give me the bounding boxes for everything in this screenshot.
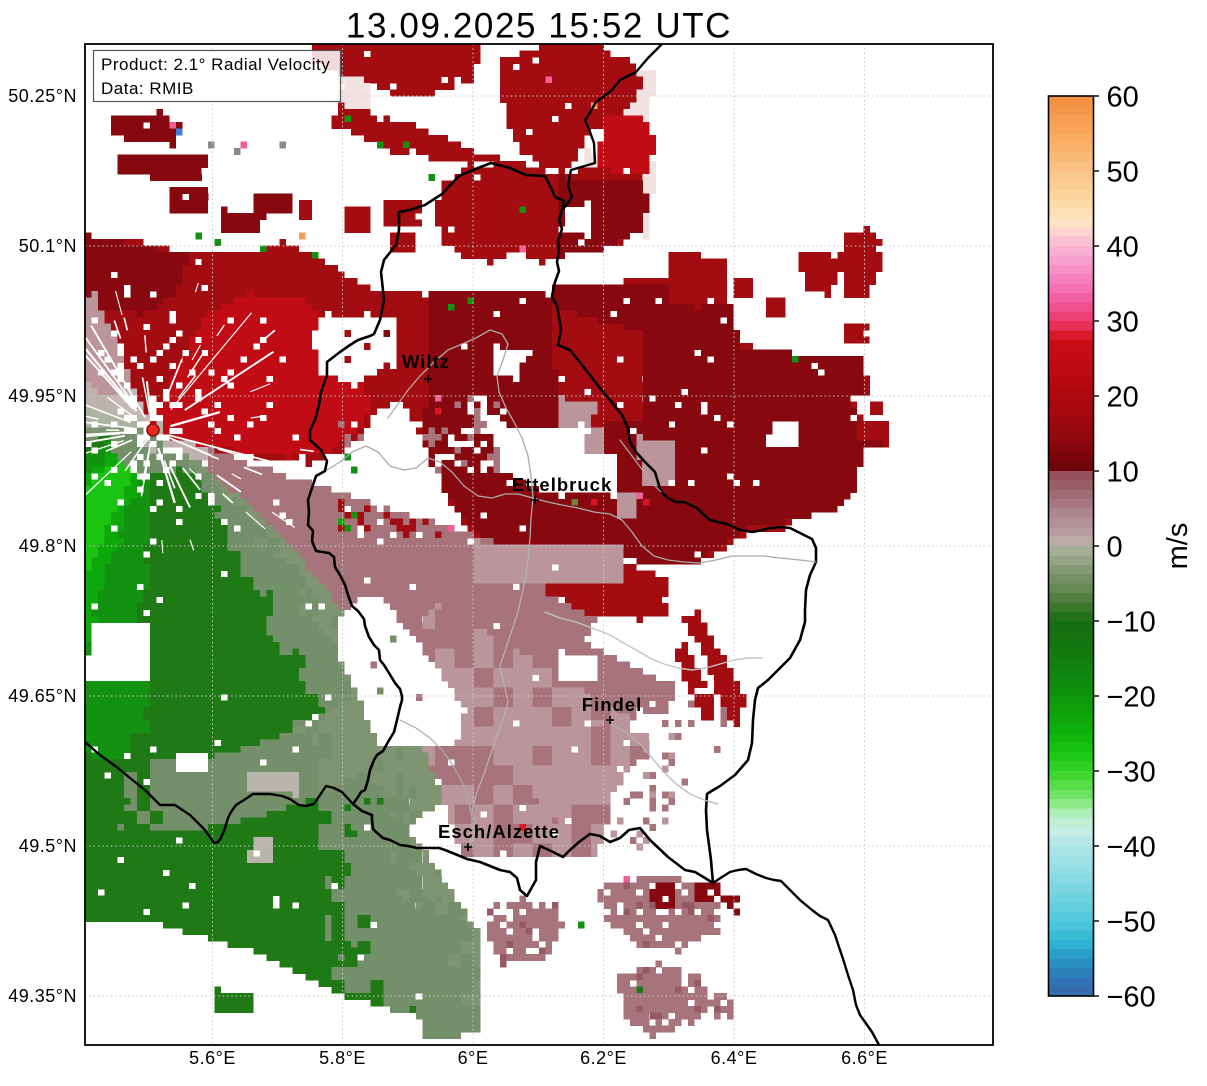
svg-text:6.4°E: 6.4°E xyxy=(711,1048,758,1068)
svg-text:6°E: 6°E xyxy=(458,1048,489,1068)
svg-text:5.8°E: 5.8°E xyxy=(319,1048,366,1068)
svg-text:49.35°N: 49.35°N xyxy=(8,986,77,1006)
svg-text:30: 30 xyxy=(1107,307,1139,339)
svg-text:6.2°E: 6.2°E xyxy=(580,1048,627,1068)
svg-text:60: 60 xyxy=(1107,82,1139,114)
svg-text:Product: 2.1° Radial Velocity: Product: 2.1° Radial Velocity xyxy=(101,55,330,74)
svg-text:−40: −40 xyxy=(1107,832,1156,864)
svg-text:0: 0 xyxy=(1107,532,1123,564)
svg-text:50.1°N: 50.1°N xyxy=(19,236,77,256)
svg-text:m/s: m/s xyxy=(1162,523,1194,570)
svg-text:Data: RMIB: Data: RMIB xyxy=(101,79,194,98)
svg-text:Esch/Alzette: Esch/Alzette xyxy=(438,821,560,842)
svg-text:Ettelbruck: Ettelbruck xyxy=(512,474,612,495)
svg-text:49.8°N: 49.8°N xyxy=(19,536,77,556)
svg-text:49.95°N: 49.95°N xyxy=(8,386,77,406)
svg-text:13.09.2025 15:52 UTC: 13.09.2025 15:52 UTC xyxy=(346,7,732,46)
svg-text:49.5°N: 49.5°N xyxy=(19,836,77,856)
svg-text:40: 40 xyxy=(1107,232,1139,264)
svg-text:6.6°E: 6.6°E xyxy=(841,1048,888,1068)
svg-text:50: 50 xyxy=(1107,157,1139,189)
svg-text:50.25°N: 50.25°N xyxy=(8,86,77,106)
svg-text:−50: −50 xyxy=(1107,907,1156,939)
svg-text:Findel: Findel xyxy=(582,694,642,715)
svg-text:−30: −30 xyxy=(1107,757,1156,789)
svg-text:20: 20 xyxy=(1107,382,1139,414)
svg-text:−20: −20 xyxy=(1107,682,1156,714)
svg-text:5.6°E: 5.6°E xyxy=(189,1048,236,1068)
svg-text:−60: −60 xyxy=(1107,982,1156,1014)
svg-text:Wiltz: Wiltz xyxy=(402,351,450,372)
svg-text:10: 10 xyxy=(1107,457,1139,489)
svg-text:−10: −10 xyxy=(1107,607,1156,639)
svg-text:49.65°N: 49.65°N xyxy=(8,686,77,706)
